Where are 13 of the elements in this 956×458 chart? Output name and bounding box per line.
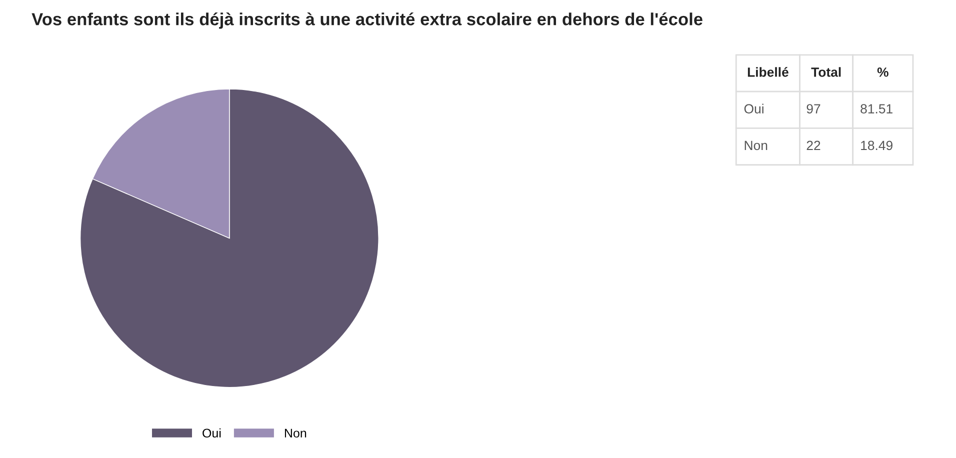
legend-label: Oui [202, 428, 221, 438]
text: Oui [744, 104, 764, 114]
chart-title: Vos enfants sont ils déjà inscrits à une activité extra scolaire en dehors de l'école [32, 12, 702, 29]
text: Non [744, 140, 768, 150]
text: 18.49 [861, 140, 892, 150]
text: Total [811, 67, 841, 77]
text: % [877, 68, 888, 77]
text: 22 [806, 140, 820, 150]
pie-slice [80, 88, 379, 388]
legend-label: Non [284, 428, 306, 438]
text: 97 [806, 104, 820, 114]
text: 81.51 [860, 104, 892, 114]
text: Libellé [748, 67, 788, 77]
